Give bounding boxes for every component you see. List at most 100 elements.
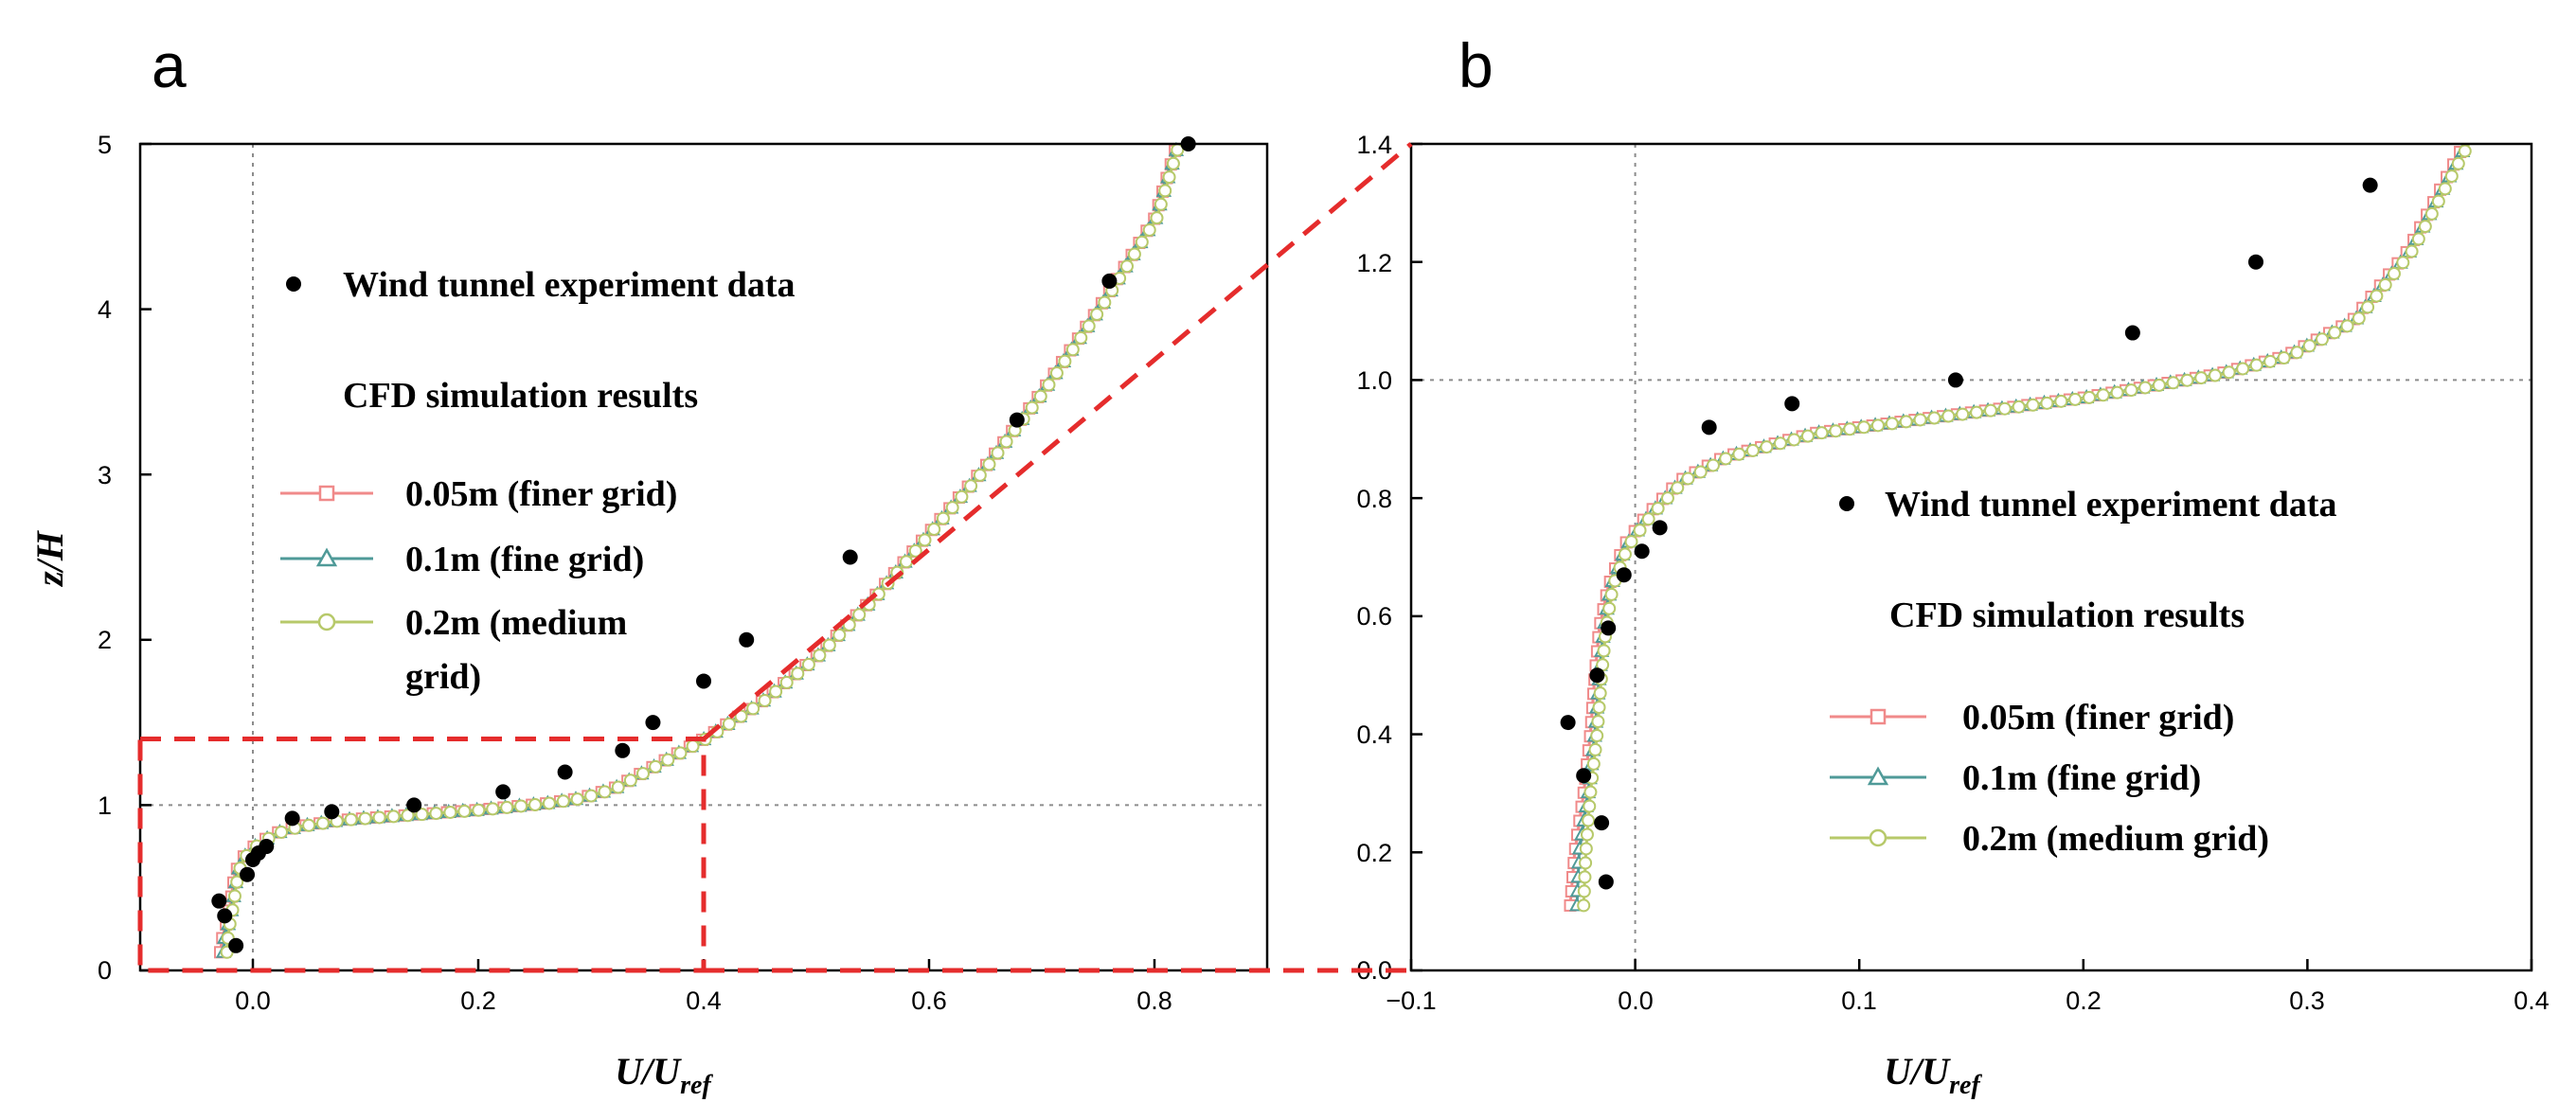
a-series-medium-marker [973,468,987,482]
a-xtick-label: 0.8 [1136,987,1172,1015]
b-series-medium-marker [1927,411,1941,425]
b-series-medium-marker [1843,422,1857,436]
b-series-medium-marker [1651,501,1665,515]
b-series-medium-marker [1592,701,1606,715]
a-series-medium-marker [936,511,950,525]
b-series-medium-marker [1885,417,1899,431]
a-series-medium-marker [1074,330,1088,345]
b-series-medium-marker [2152,378,2166,392]
a-series-medium-marker [822,638,836,652]
a-series-medium-marker [570,792,584,807]
a-ytick-label: 2 [98,626,112,654]
a-yticks: 0 1 2 3 4 5 [98,131,112,985]
b-series-medium-marker [1913,413,1927,427]
a-series-medium-marker [791,667,805,681]
b-x-axis-title: U/Uref [1884,1050,1982,1100]
a-series-medium-marker [1065,343,1080,357]
a-series-medium-marker [779,675,794,689]
b-series-medium-marker [1941,409,1956,423]
a-series-medium-marker [918,533,932,547]
a-experiment-layer [211,136,1196,953]
a-series-medium-marker [1127,247,1141,261]
zoom-indicator [137,142,1413,973]
b-series-medium-marker [2040,396,2054,410]
a-series-medium-marker [457,804,472,818]
b-series-medium-marker [1681,471,1695,486]
a-series-medium-marker [227,889,242,903]
b-series-medium-marker [1997,401,2012,416]
b-experiment-point [2362,177,2378,193]
a-series-medium-marker [514,799,528,813]
a-series-medium-marker [556,794,570,809]
b-series-medium-marker [2068,392,2083,406]
b-series-medium-marker [2263,354,2278,368]
b-ticks [1409,142,2533,972]
a-series-medium-marker [832,628,847,642]
b-xtick-label: 0.1 [1841,987,1877,1015]
a-series-medium-marker [734,709,748,723]
b-series-medium-marker [1800,429,1815,443]
b-series-medium-marker [2083,390,2097,404]
b-series-medium-marker [2444,169,2459,184]
a-series-medium-marker [982,457,996,471]
b-series-medium-marker [2411,232,2425,246]
b-legend-fine-label: 0.1m (fine grid) [1962,758,2201,798]
a-experiment-point [324,804,340,820]
b-series-medium-marker [2458,144,2472,158]
a-series-medium-marker [611,780,625,794]
a-series-medium-marker [955,489,969,504]
b-series-medium-marker [1899,415,1913,429]
a-legend-finer-label: 0.05m (finer grid) [405,474,677,514]
b-series-medium-marker [1719,452,1733,466]
b-series-medium-marker [1732,447,1746,461]
a-series-medium-marker [908,543,922,558]
b-ytick-label: 0.6 [1356,602,1392,631]
a-experiment-point [259,839,275,855]
a-series-medium-marker [1166,156,1180,170]
b-ytick-label: 0.4 [1356,720,1392,749]
a-ytick-label: 5 [98,131,112,159]
a-series-medium-marker [673,746,688,760]
a-series-medium-marker [1135,235,1149,249]
b-experiment-point [1616,567,1632,583]
a-legend-fine-label: 0.1m (fine grid) [405,540,644,579]
b-legend-fine-marker [1867,766,1889,786]
b-series-medium-marker [1604,587,1619,601]
b-series-medium-marker [2138,381,2153,395]
b-xtick-label: 0.3 [2289,987,2325,1015]
b-series-medium-marker [1586,756,1601,771]
a-experiment-point [842,549,858,565]
panel-b-chart: 0.0 0.2 0.4 0.6 0.8 1.0 1.2 1.4 −0.1 0.0… [1356,131,2549,1100]
b-series-medium-marker [1706,458,1720,472]
b-xtick-label: −0.1 [1386,987,1436,1015]
a-series-medium-marker [542,796,556,810]
b-legend-medium-label: 0.2m (medium grid) [1962,819,2269,859]
a-legend-finer-marker [318,485,335,502]
a-experiment-point [1101,273,1118,289]
b-series-medium-marker [1577,898,1591,913]
b-plot-frame [1409,142,2533,972]
b-ytick-label: 1.4 [1356,131,1392,159]
a-legend-cfd-title: CFD simulation results [343,376,698,416]
b-series-medium-marker [1870,418,1885,433]
a-series-medium-marker [302,818,316,832]
a-series-medium-marker [722,717,736,731]
a-series-medium-marker [1042,378,1056,392]
a-legend-exp-marker [286,276,301,292]
b-series-medium-marker [1588,742,1602,756]
a-ytick-label: 0 [98,956,112,985]
b-series-medium-marker [1578,870,1592,884]
a-experiment-point [557,764,573,780]
a-series-medium-marker [472,803,486,817]
b-series-medium-marker [1624,535,1638,549]
a-xtick-label: 0.4 [686,987,722,1015]
b-series-medium-marker [2451,156,2465,170]
b-series-medium-marker [2290,346,2304,360]
a-series-medium-marker [598,785,612,799]
b-series-medium-marker [2352,311,2366,326]
a-series-medium-marker [486,802,500,816]
b-series-medium-marker [1583,785,1598,799]
b-series-medium-marker [2361,300,2375,314]
zoom-box [137,737,707,973]
